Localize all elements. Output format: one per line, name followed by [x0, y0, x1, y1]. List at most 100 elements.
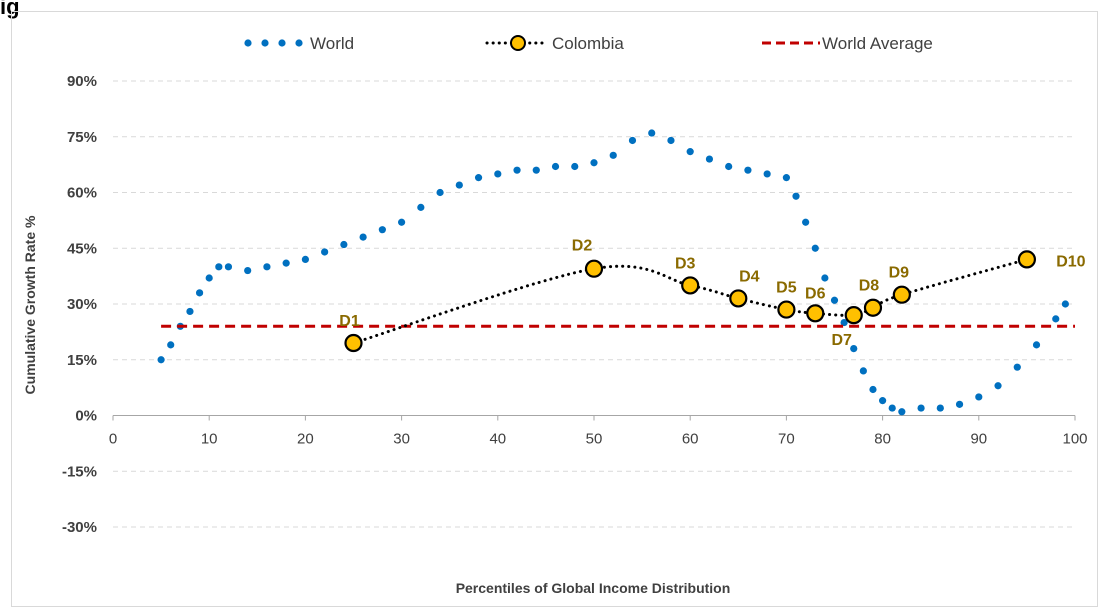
y-tick-label: 45% [67, 240, 97, 257]
world-point [879, 397, 887, 405]
y-tick-label: 15% [67, 352, 97, 369]
colombia-point-label: D4 [739, 268, 760, 285]
legend-world-average-label: World Average [822, 34, 933, 53]
world-point [474, 174, 483, 182]
legend-world-swatch [278, 39, 286, 47]
colombia-point [777, 300, 796, 319]
colombia-point [729, 289, 748, 308]
world-point [551, 162, 560, 171]
legend-world-swatch [244, 39, 252, 47]
x-tick-label: 20 [297, 431, 314, 448]
colombia-point [806, 304, 825, 323]
world-point [994, 382, 1002, 390]
colombia-point [681, 276, 700, 295]
x-tick-label: 30 [393, 431, 410, 448]
world-point [744, 166, 752, 174]
series-colombia: D1 D2 D3 D4 D5 D6 D7 D8 D9 D10 [339, 238, 1086, 353]
world-point [571, 162, 579, 171]
x-tick-label: 100 [1062, 431, 1087, 448]
world-point [821, 274, 829, 282]
world-point [648, 129, 656, 137]
y-axis-title: Cumulative Growth Rate % [22, 215, 38, 394]
world-point [725, 162, 733, 171]
colombia-point [844, 306, 863, 325]
y-tick-label: -15% [62, 463, 97, 480]
x-tick-label: 90 [970, 431, 987, 448]
legend-world-label: World [310, 34, 354, 53]
world-point [436, 188, 444, 197]
world-point [705, 155, 714, 163]
legend: World Colombia World Average [244, 34, 933, 53]
world-point [975, 393, 983, 401]
world-point [782, 174, 791, 182]
world-point [263, 263, 271, 271]
world-point [359, 233, 367, 241]
world-point [244, 266, 252, 275]
world-point [1061, 300, 1069, 308]
gridlines [113, 80, 1075, 528]
world-point [321, 248, 329, 256]
colombia-point-label: D7 [832, 332, 853, 349]
world-point [955, 400, 964, 408]
x-tick-label: 0 [109, 431, 117, 448]
colombia-point-label: D3 [675, 255, 696, 272]
x-tick-label: 50 [586, 431, 603, 448]
world-point [282, 259, 290, 267]
world-point [340, 240, 348, 249]
world-point [802, 218, 810, 226]
world-point [186, 307, 194, 316]
world-point [157, 356, 165, 364]
y-tick-labels: -30% -15% 0% 15% 30% 45% 60% 75% 90% [62, 73, 97, 536]
legend-colombia-marker [510, 35, 526, 51]
x-tick-label: 70 [778, 431, 795, 448]
y-tick-label: 30% [67, 296, 97, 313]
world-point [869, 385, 877, 394]
world-point [1052, 315, 1060, 323]
chart-frame [11, 11, 1098, 607]
world-point [417, 203, 425, 211]
world-point [888, 404, 896, 412]
x-tick-label: 40 [489, 431, 506, 448]
world-point [301, 255, 309, 263]
world-point [936, 404, 944, 412]
colombia-point [584, 259, 604, 278]
colombia-point-label: D5 [776, 280, 797, 297]
world-point [811, 244, 819, 252]
world-point [830, 296, 839, 304]
x-axis: 0 10 20 30 40 50 60 70 80 90 100 [109, 415, 1088, 448]
world-point [224, 263, 233, 271]
legend-world-swatch [261, 39, 269, 47]
colombia-point-label: D2 [572, 238, 593, 255]
world-point [195, 289, 204, 297]
world-point [686, 148, 694, 156]
colombia-point-label: D1 [339, 313, 360, 330]
world-point [628, 136, 637, 145]
legend-world-swatch [295, 39, 303, 47]
world-point [215, 263, 223, 271]
y-tick-label: 90% [67, 73, 97, 90]
world-point [398, 218, 406, 226]
world-point [1032, 341, 1041, 349]
colombia-point [344, 333, 363, 353]
page-heading: ig [0, 0, 20, 19]
colombia-point [892, 285, 911, 304]
world-point [850, 345, 858, 353]
world-point [494, 170, 502, 178]
y-tick-label: 75% [67, 129, 97, 146]
y-tick-label: 0% [75, 408, 97, 425]
world-point [1013, 363, 1021, 371]
world-point [167, 341, 175, 349]
world-point [667, 136, 675, 145]
world-point [205, 274, 213, 282]
world-point [609, 151, 617, 159]
world-point [590, 159, 598, 167]
colombia-point-label: D10 [1056, 253, 1085, 270]
legend-colombia-label: Colombia [552, 34, 624, 53]
x-tick-label: 80 [874, 431, 891, 448]
colombia-point [1017, 250, 1037, 269]
colombia-point-label: D9 [889, 265, 910, 282]
world-point [532, 166, 540, 174]
world-point [378, 226, 386, 234]
world-point [763, 170, 771, 178]
world-point [840, 318, 848, 327]
